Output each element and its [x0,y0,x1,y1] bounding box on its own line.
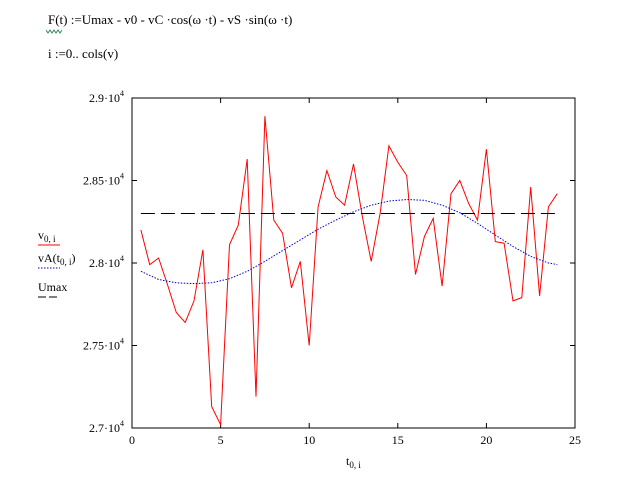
legend-label: v0, i [38,228,56,244]
legend-label: vA(t0, i) [38,251,76,267]
series-line-dotted [140,198,558,285]
y-tick-label: 2.8·104 [89,254,124,270]
function-definition[interactable]: F(t) :=Umax - v0 - vC ·cos(ω ·t) - vS ·s… [48,12,293,27]
x-axis-label: t0, i [346,454,361,470]
range-definition[interactable]: i :=0.. cols(v) [48,46,119,61]
y-tick-label: 2.75·104 [83,337,124,353]
x-tick-label: 20 [480,433,492,447]
y-tick-label: 2.85·104 [83,172,124,188]
x-tick-label: 0 [129,433,135,447]
series-group [140,116,558,427]
series-line-solid [140,116,558,427]
y-tick-label: 2.9·104 [89,89,124,105]
axes: 0 5 10 15 20 25 2.9·104 2.85·104 2.8·104 2.75·104… [83,89,581,447]
plot-frame [131,97,576,429]
x-tick-label: 10 [303,433,315,447]
x-axis-title: t0, i [346,454,361,470]
y-tick-label: 2.7·104 [89,419,124,435]
legend: v0, i vA(t0, i) Umax [38,228,76,298]
error-squiggle-icon [46,29,62,34]
x-tick-label: 15 [392,433,404,447]
x-tick-label: 25 [569,433,581,447]
legend-label: Umax [38,280,67,294]
x-tick-label: 5 [218,433,224,447]
